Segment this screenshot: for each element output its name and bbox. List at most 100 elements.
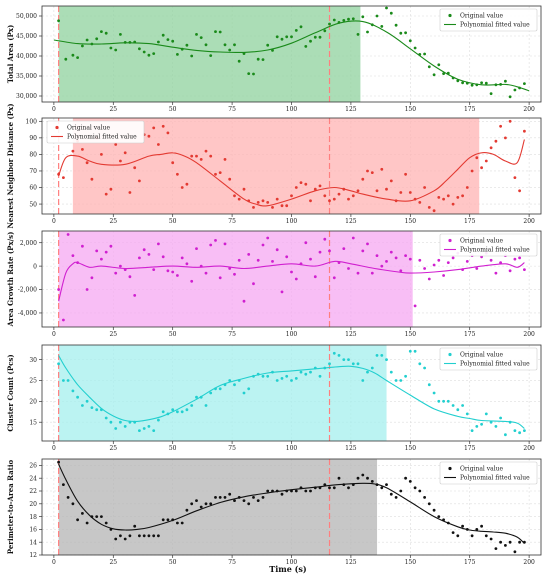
data-point <box>465 412 469 416</box>
data-point <box>451 202 455 206</box>
data-point <box>171 39 175 43</box>
data-point <box>123 425 127 428</box>
data-point <box>57 362 60 366</box>
data-point <box>361 249 365 253</box>
data-point <box>423 496 426 499</box>
data-point <box>370 366 374 370</box>
data-point <box>104 521 108 525</box>
y-tick-label: 45,000 <box>16 33 37 40</box>
x-tick-label: 175 <box>464 106 476 113</box>
data-point <box>199 36 203 39</box>
data-point <box>475 267 479 270</box>
legend-box <box>439 347 538 371</box>
legend-marker-scatter <box>448 352 452 357</box>
data-point <box>104 416 108 420</box>
y-tick-label: 15 <box>29 419 37 426</box>
y-tick-label: 2,000 <box>20 240 37 247</box>
data-point <box>375 354 379 357</box>
data-point <box>399 191 403 194</box>
data-point <box>199 158 203 161</box>
data-point <box>318 250 322 254</box>
data-point <box>209 391 213 395</box>
data-point <box>332 351 336 355</box>
data-point <box>304 489 308 493</box>
data-point <box>361 177 365 181</box>
data-point <box>347 358 350 361</box>
data-point <box>423 186 426 189</box>
data-point <box>361 379 365 382</box>
x-tick-label: 100 <box>286 331 298 338</box>
data-point <box>114 271 118 275</box>
data-point <box>332 18 336 22</box>
data-point <box>233 383 236 387</box>
data-point <box>513 176 517 180</box>
data-point <box>484 534 488 538</box>
y-tick-label: -4,000 <box>18 310 37 317</box>
data-point <box>214 30 217 33</box>
data-point <box>76 56 79 59</box>
data-point <box>256 201 260 204</box>
data-point <box>427 383 431 387</box>
data-point <box>152 268 156 271</box>
data-point <box>408 257 412 261</box>
data-point <box>356 476 360 480</box>
data-point <box>385 6 388 10</box>
data-point <box>176 53 179 56</box>
data-point <box>133 294 137 297</box>
data-point <box>176 410 179 414</box>
data-point <box>76 395 79 399</box>
data-point <box>366 370 369 374</box>
data-point <box>114 427 118 430</box>
data-point <box>152 429 156 432</box>
x-tick-label: 0 <box>52 559 56 566</box>
data-point <box>337 476 341 480</box>
data-point <box>437 399 441 403</box>
data-point <box>385 483 388 486</box>
data-point <box>161 124 165 128</box>
data-point <box>494 139 498 143</box>
data-point <box>142 248 146 252</box>
data-point <box>209 154 213 158</box>
x-tick-label: 175 <box>464 445 476 452</box>
data-point <box>119 420 122 424</box>
data-point <box>71 502 75 506</box>
data-point <box>190 404 194 407</box>
data-point <box>380 486 384 490</box>
data-point <box>66 233 70 236</box>
data-point <box>366 476 369 480</box>
legend-label-line: Polynomial fitted value <box>67 134 137 141</box>
data-point <box>437 63 441 67</box>
y-tick-label: 24 <box>29 475 37 482</box>
data-point <box>176 521 179 525</box>
data-point <box>62 379 65 382</box>
data-point <box>446 261 450 264</box>
data-point <box>228 48 232 52</box>
data-point <box>399 269 403 273</box>
x-tick-label: 150 <box>405 445 417 452</box>
legend-box <box>46 120 145 144</box>
data-point <box>451 531 455 534</box>
data-point <box>171 408 175 412</box>
data-point <box>71 254 75 257</box>
data-point <box>465 186 469 189</box>
legend-marker-scatter <box>448 13 452 18</box>
data-point <box>285 204 289 208</box>
data-point <box>518 540 521 544</box>
y-tick-label: 30 <box>29 357 37 364</box>
data-point <box>504 433 507 437</box>
data-point <box>280 290 284 294</box>
x-tick-label: 125 <box>345 559 357 566</box>
data-point <box>266 374 270 378</box>
data-point <box>147 253 151 256</box>
data-point <box>195 33 198 36</box>
data-point <box>432 209 436 213</box>
data-point <box>195 499 198 502</box>
data-point <box>380 264 384 268</box>
data-point <box>423 267 426 270</box>
data-point <box>185 182 189 186</box>
legend-box <box>439 461 538 485</box>
data-point <box>290 35 293 39</box>
data-point <box>218 276 222 280</box>
data-point <box>408 480 412 483</box>
data-point <box>176 274 179 277</box>
